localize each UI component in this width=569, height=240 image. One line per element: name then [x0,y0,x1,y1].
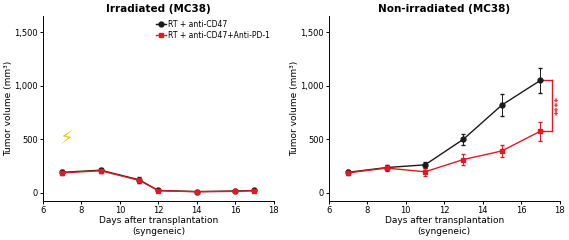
Text: ⚡: ⚡ [59,130,73,149]
Legend: RT + anti-CD47, RT + anti-CD47+Anti-PD-1: RT + anti-CD47, RT + anti-CD47+Anti-PD-1 [156,20,270,40]
X-axis label: Days after transplantation
(syngeneic): Days after transplantation (syngeneic) [98,216,218,236]
Y-axis label: Tumor volume (mm³): Tumor volume (mm³) [290,61,299,156]
Y-axis label: Tumor volume (mm³): Tumor volume (mm³) [4,61,13,156]
Title: Irradiated (MC38): Irradiated (MC38) [106,4,211,14]
X-axis label: Days after transplantation
(syngeneic): Days after transplantation (syngeneic) [385,216,504,236]
Text: ****: **** [555,96,564,115]
Title: Non-irradiated (MC38): Non-irradiated (MC38) [378,4,510,14]
